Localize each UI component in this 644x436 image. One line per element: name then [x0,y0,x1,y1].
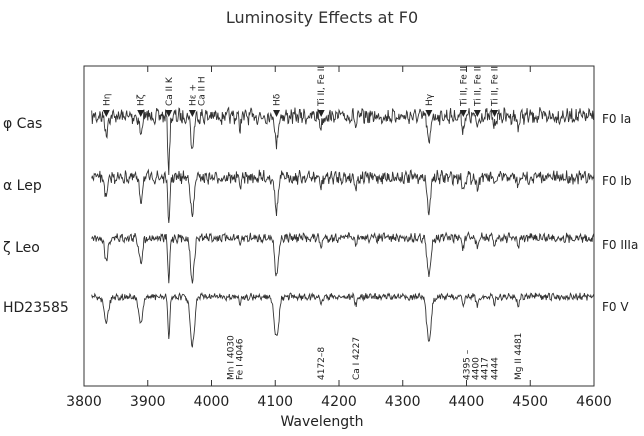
line-marker-triangle [459,110,467,117]
spectrum-line-1 [91,106,595,176]
line-marker-label: Ca II H [197,76,207,106]
line-marker-label: Ca II K [165,76,175,106]
line-marker-triangle [102,110,110,117]
x-tick-label: 3800 [66,394,102,410]
x-tick-label: 4100 [257,394,293,410]
star-label-alpha-lep: α Lep [3,178,42,194]
line-marker-label: Hγ [425,93,435,106]
line-marker-triangle [188,110,196,117]
line-marker-label: Ti II, Fe II [473,66,483,107]
line-marker-triangle [165,110,173,117]
line-marker-label: Hη [102,94,112,106]
line-marker-label: Hζ [137,94,147,106]
x-tick-label: 4300 [385,394,421,410]
star-label-hd23585: HD23585 [3,300,69,316]
x-axis-title: Wavelength [280,414,364,430]
bottom-line-label: 4172–8 [317,347,327,380]
x-tick-label: 4600 [576,394,612,410]
line-marker-label: Hδ [273,93,283,106]
line-marker-triangle [491,110,499,117]
bottom-line-label: Ca I 4227 [352,337,362,380]
x-tick-label: 3900 [130,394,166,410]
spectrum-line-3 [91,231,595,284]
star-label-zeta-leo: ζ Leo [3,240,40,256]
x-tick-label: 4500 [512,394,548,410]
line-marker-triangle [425,110,433,117]
chart-title: Luminosity Effects at F0 [225,8,419,27]
class-label-f0-iiia: F0 IIIa [602,238,639,252]
line-marker-label: Ti II, Fe II [459,66,469,107]
bottom-line-label: Fe I 4046 [236,338,246,380]
line-marker-label: Hε + [188,84,198,106]
bottom-line-label: 4444 [491,357,501,380]
x-tick-label: 4000 [194,394,230,410]
x-tick-label: 4400 [449,394,485,410]
bottom-line-label: Mn I 4030 [227,335,237,380]
line-marker-triangle [473,110,481,117]
line-marker-label: Ti II, Fe II [317,66,327,107]
class-label-f0-ia: F0 Ia [602,112,632,126]
line-marker-triangle [137,110,145,117]
spectrum-line-4 [91,291,595,348]
line-marker-triangle [273,110,281,117]
bottom-line-label: 4400 [472,357,482,380]
line-marker-triangle [317,110,325,117]
line-marker-label: Ti II, Fe II [491,66,501,107]
class-label-f0-ib: F0 Ib [602,174,632,188]
spectrum-line-2 [91,168,595,223]
bottom-line-label: Mg II 4481 [514,333,524,380]
star-label-phi-cas: φ Cas [3,116,43,132]
bottom-line-label: 4417 [481,357,491,380]
class-label-f0-v: F0 V [602,300,629,314]
x-tick-label: 4200 [321,394,357,410]
bottom-line-label: 4395 – [463,349,473,380]
